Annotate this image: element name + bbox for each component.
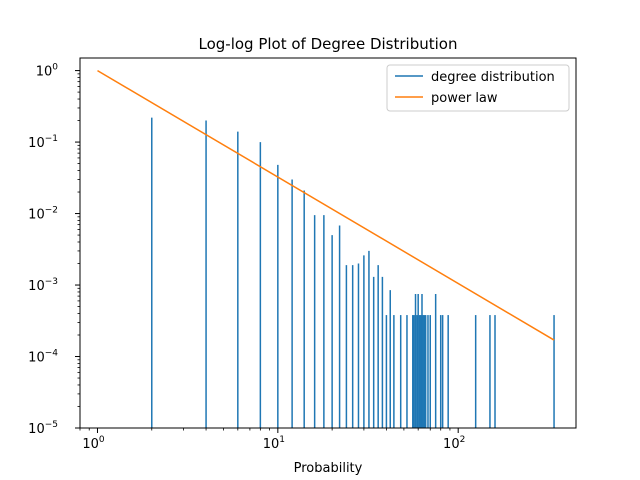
legend: degree distribution power law <box>386 64 570 112</box>
power-law-line <box>97 69 555 341</box>
series-degree-distribution <box>151 117 555 428</box>
x-axis-label: Probability <box>294 461 363 476</box>
legend-frame <box>386 64 570 112</box>
series-layer <box>97 69 555 428</box>
legend-label-degree-distribution: degree distribution <box>431 70 555 85</box>
chart-title: Log-log Plot of Degree Distribution <box>199 35 458 53</box>
legend-label-power-law: power law <box>431 91 498 106</box>
plot-frame <box>79 57 577 429</box>
series-power-law <box>97 69 555 341</box>
